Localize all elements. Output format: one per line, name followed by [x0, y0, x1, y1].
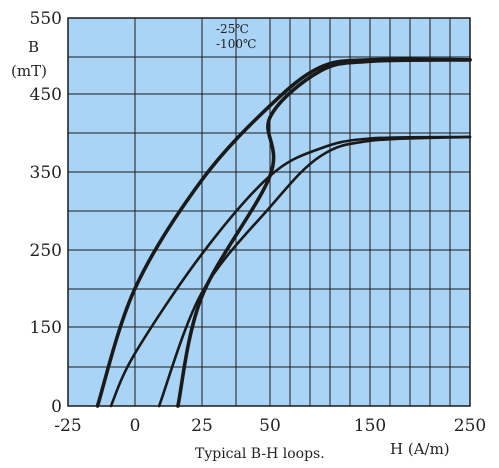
x-tick-label: 250: [454, 416, 486, 436]
series-1-segment-0: [109, 135, 472, 408]
y-tick-label: 350: [30, 163, 62, 183]
y-axis-label-b: B: [28, 38, 39, 56]
y-tick-labels: 0 150 250 350 450 550: [30, 9, 62, 417]
y-tick-label: 550: [30, 9, 62, 29]
x-tick-label: -25: [54, 416, 81, 436]
x-tick-labels: -25 0 25 50 150 250: [54, 416, 486, 436]
y-tick-label: 450: [30, 85, 62, 105]
legend-entry-minus25: -25℃: [216, 22, 249, 36]
series-0-segment-1: [176, 58, 472, 408]
x-tick-label: 150: [354, 416, 386, 436]
curves: [95, 57, 472, 408]
y-tick-label: 150: [30, 318, 62, 338]
x-axis-label: H (A/m): [390, 440, 450, 458]
x-tick-label: 25: [191, 416, 213, 436]
legend-entry-minus100: -100℃: [216, 37, 256, 51]
grid-lines: [68, 18, 470, 406]
y-tick-label: 250: [30, 241, 62, 261]
x-tick-label: 0: [130, 416, 141, 436]
y-axis-label-unit: (mT): [11, 62, 47, 80]
y-tick-label: 0: [51, 397, 62, 417]
chart-caption: Typical B-H loops.: [195, 446, 325, 462]
series-1-segment-1: [157, 135, 472, 408]
x-tick-label: 50: [259, 416, 281, 436]
